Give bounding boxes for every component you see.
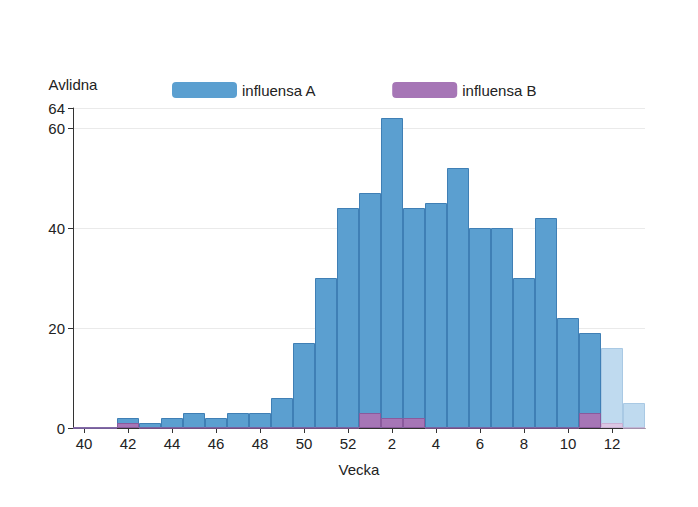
svg-text:4: 4 [432, 435, 440, 452]
svg-text:20: 20 [48, 320, 65, 337]
svg-text:10: 10 [560, 435, 577, 452]
svg-text:6: 6 [476, 435, 484, 452]
svg-text:48: 48 [252, 435, 269, 452]
svg-text:44: 44 [164, 435, 181, 452]
svg-text:40: 40 [48, 220, 65, 237]
svg-text:8: 8 [520, 435, 528, 452]
svg-text:0: 0 [57, 420, 65, 437]
svg-text:2: 2 [388, 435, 396, 452]
svg-text:60: 60 [48, 120, 65, 137]
svg-text:40: 40 [76, 435, 93, 452]
svg-text:46: 46 [208, 435, 225, 452]
svg-text:influensa B: influensa B [462, 82, 536, 99]
svg-text:12: 12 [604, 435, 621, 452]
svg-text:42: 42 [120, 435, 137, 452]
svg-text:influensa A: influensa A [242, 82, 315, 99]
svg-text:52: 52 [340, 435, 357, 452]
svg-text:64: 64 [48, 100, 65, 117]
svg-text:Avlidna: Avlidna [49, 76, 99, 93]
svg-text:50: 50 [296, 435, 313, 452]
svg-text:Vecka: Vecka [339, 461, 381, 478]
